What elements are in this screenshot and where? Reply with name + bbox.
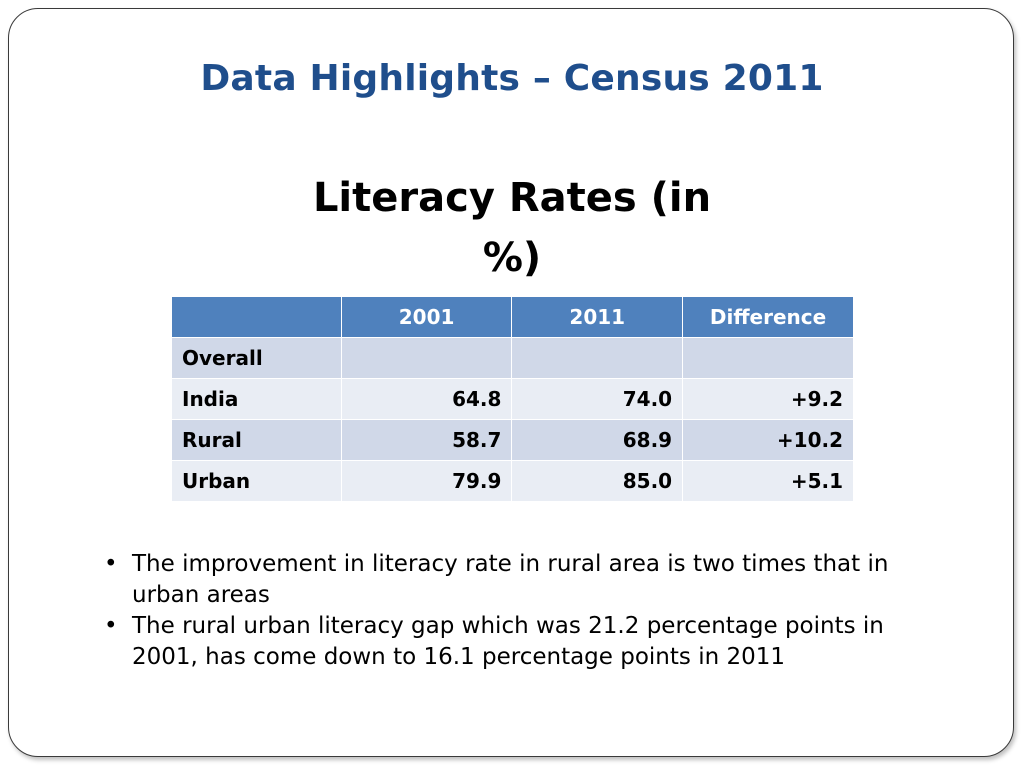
- table-header-row: 2001 2011 Difference: [171, 296, 854, 338]
- row-label: Rural: [171, 419, 342, 461]
- row-label: India: [171, 378, 342, 420]
- cell-2001: 79.9: [340, 460, 513, 502]
- table-row: Overall: [171, 337, 854, 379]
- cell-2011: 68.9: [511, 419, 684, 461]
- cell-difference: +10.2: [682, 419, 854, 461]
- header-cell-2001: 2001: [340, 296, 513, 338]
- table-row: Rural 58.7 68.9 +10.2: [171, 419, 854, 461]
- cell-2011: [511, 337, 684, 379]
- bullet-dot-icon: •: [104, 613, 118, 639]
- bullet-text: The improvement in literacy rate in rura…: [132, 551, 889, 608]
- bullet-item: • The improvement in literacy rate in ru…: [104, 549, 934, 611]
- cell-difference: +5.1: [682, 460, 854, 502]
- cell-difference: +9.2: [682, 378, 854, 420]
- cell-2011: 74.0: [511, 378, 684, 420]
- cell-difference: [682, 337, 854, 379]
- bullet-list: • The improvement in literacy rate in ru…: [104, 549, 934, 673]
- cell-2001: [340, 337, 513, 379]
- cell-2001: 58.7: [340, 419, 513, 461]
- table-row: India 64.8 74.0 +9.2: [171, 378, 854, 420]
- row-label: Overall: [171, 337, 342, 379]
- bullet-dot-icon: •: [104, 551, 118, 577]
- literacy-rates-table: 2001 2011 Difference Overall India 64.8 …: [171, 296, 854, 502]
- table-subtitle: Literacy Rates (in %): [312, 175, 712, 281]
- slide-title: Data Highlights – Census 2011: [200, 58, 824, 99]
- cell-2011: 85.0: [511, 460, 684, 502]
- bullet-item: • The rural urban literacy gap which was…: [104, 611, 934, 673]
- header-cell-2011: 2011: [511, 296, 684, 338]
- row-label: Urban: [171, 460, 342, 502]
- header-cell-blank: [171, 296, 342, 338]
- cell-2001: 64.8: [340, 378, 513, 420]
- header-cell-difference: Difference: [682, 296, 854, 338]
- table-row: Urban 79.9 85.0 +5.1: [171, 460, 854, 502]
- bullet-text: The rural urban literacy gap which was 2…: [132, 613, 884, 670]
